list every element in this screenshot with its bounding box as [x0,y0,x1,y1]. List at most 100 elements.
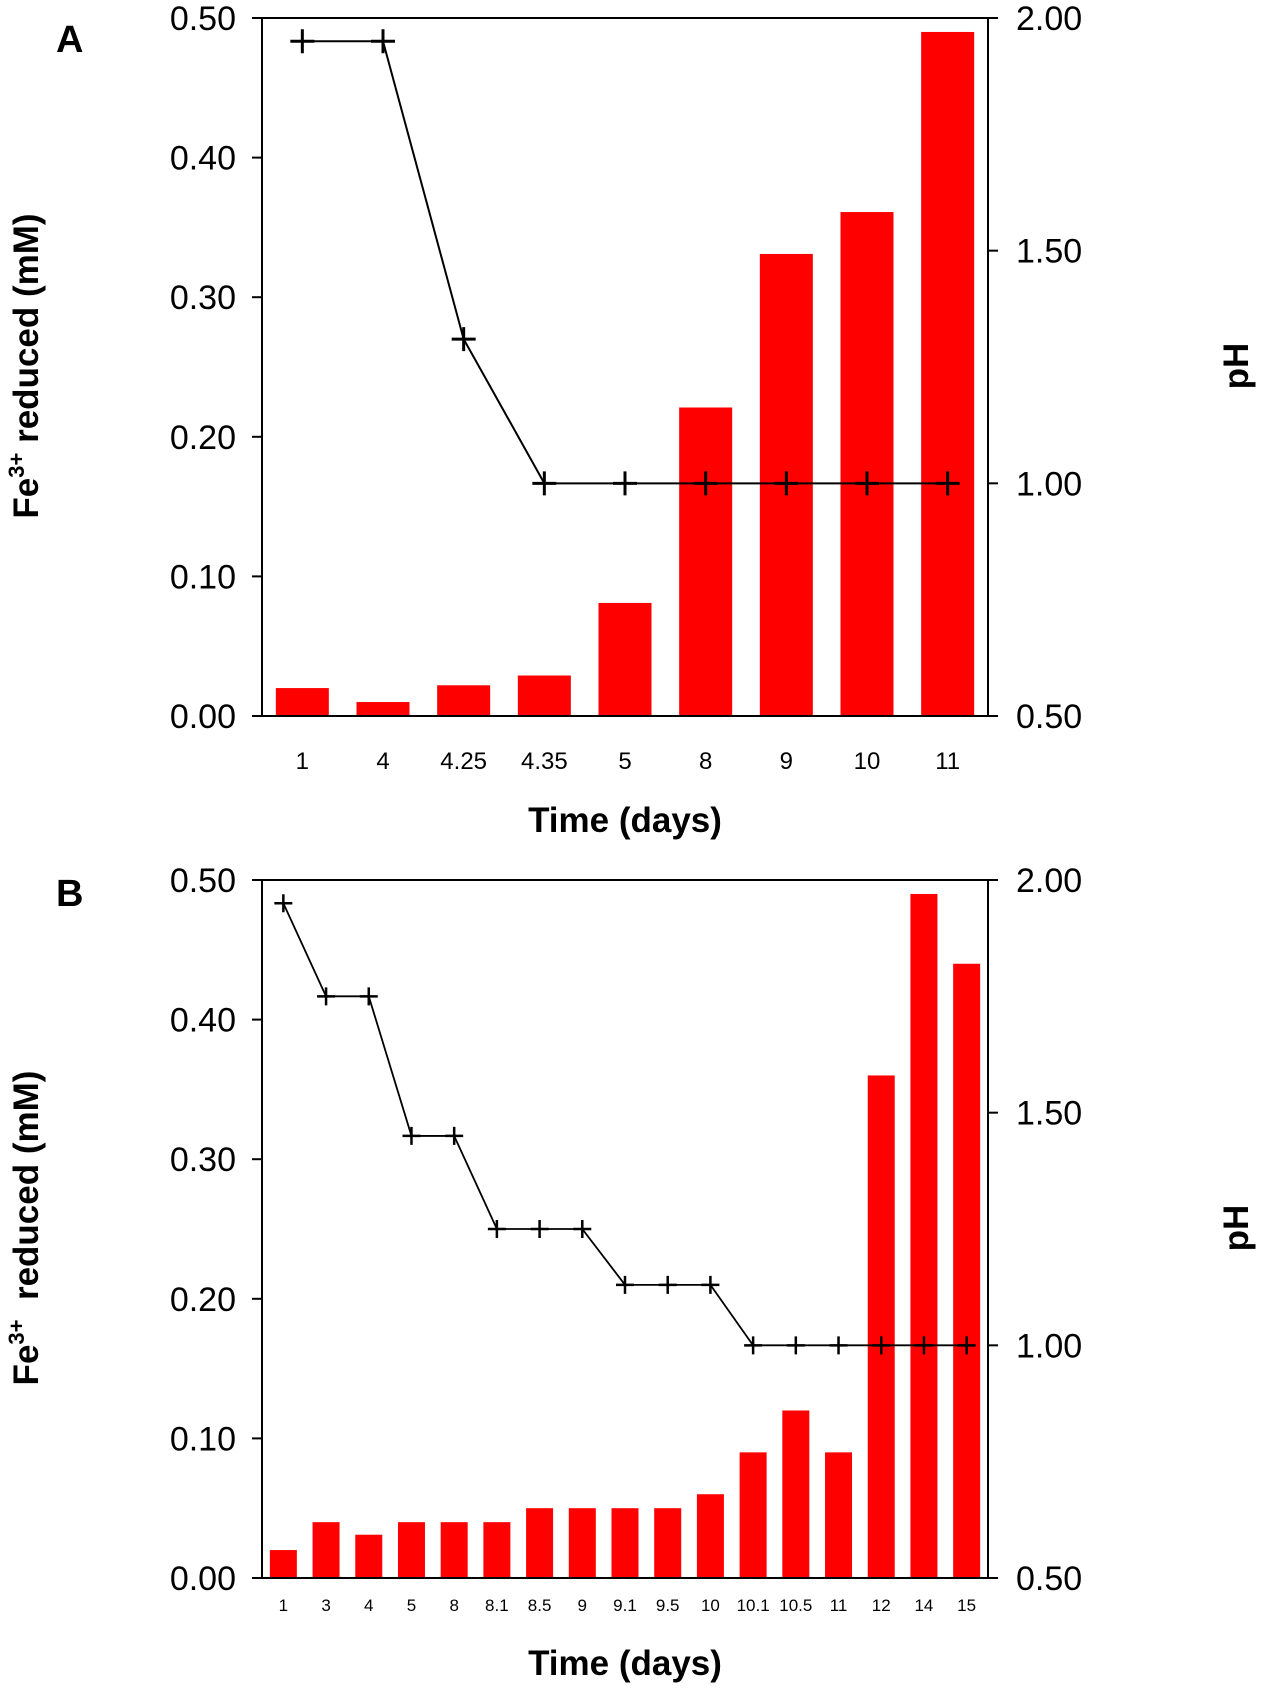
bar [517,675,571,716]
panel-label: A [56,19,83,61]
x-tick-label: 9 [578,1596,587,1615]
ph-point-marker [451,327,476,352]
y-axis-title: Fe3+ reduced (mM) [4,213,46,518]
bar [953,963,981,1578]
x-tick-label: 4 [364,1596,373,1615]
x-tick-label: 10 [854,748,881,775]
bar [568,1508,596,1578]
ph-point-marker [532,471,557,496]
y-tick-label: 0.50 [170,862,236,900]
y-axis-title-superscript: 3+ [4,453,29,478]
bar [840,212,894,716]
ph-point-marker [317,987,336,1006]
y-axis-title-rest: reduced (mM) [7,1071,46,1320]
ph-point-marker [693,471,718,496]
ph-point-marker [701,1275,720,1294]
y-tick-label: 0.00 [170,1560,236,1598]
y-tick-label: 0.20 [170,419,236,457]
x-tick-label: 12 [872,1596,891,1615]
x-tick-label: 11 [935,748,960,775]
y-tick-label: 0.20 [170,1281,236,1319]
ph-point-marker [573,1220,592,1238]
y-tick-label: 0.10 [170,558,236,596]
bar [679,407,733,716]
x-tick-label: 14 [914,1596,933,1615]
bar [825,1452,853,1578]
x-tick-label: 1 [279,1596,288,1615]
ph-point-marker [957,1336,976,1355]
y2-tick-label: 0.50 [1016,1560,1082,1598]
bar [696,1494,724,1578]
y2-axis-title: pH [1217,1205,1256,1252]
bar [440,1522,468,1578]
ph-point-marker [744,1336,763,1355]
ph-point-marker [658,1275,677,1294]
y2-tick-label: 1.50 [1016,1095,1082,1133]
y2-tick-label: 2.00 [1016,862,1082,900]
x-tick-label: 9.1 [613,1596,637,1615]
ph-point-marker [371,29,395,54]
bar [867,1075,895,1578]
y2-tick-label: 1.00 [1016,465,1082,503]
ph-point-marker [855,471,879,496]
bar [654,1508,682,1578]
y-axis-title-superscript: 3+ [4,1319,29,1344]
ph-point-marker [402,1126,421,1145]
x-tick-label: 11 [830,1596,848,1615]
x-tick-label: 15 [957,1596,976,1615]
y-axis-title: Fe3+ reduced (mM) [4,1071,46,1386]
bar [782,1410,810,1578]
bar [921,31,975,716]
ph-point-marker [774,471,799,496]
ph-point-marker [445,1126,464,1145]
x-tick-label: 4 [376,748,389,775]
y-tick-label: 0.30 [170,1141,236,1179]
chart-panel-a: 0.00 0.10 0.20 0.30 0.40 0.50 0.50 1.00 1.50 2.00… [4,0,1256,840]
plot-frame [261,879,989,1579]
x-tick-label: 8.5 [528,1596,552,1615]
x-tick-label: 1 [296,748,309,775]
bar [269,1550,297,1578]
ph-point-marker [935,471,960,496]
x-tick-label: 10.5 [779,1596,812,1615]
y-tick-label: 0.00 [170,698,236,736]
y2-tick-label: 1.50 [1016,233,1082,271]
y2-axis-title: pH [1217,343,1256,390]
y-axis-title-rest: reduced (mM) [7,213,46,452]
y-tick-label: 0.50 [170,0,236,38]
ph-point-marker [290,29,315,54]
ph-point-marker [274,894,293,913]
x-tick-label: 5 [407,1596,416,1615]
bar [611,1508,639,1578]
chart-panel-b: 0.00 0.10 0.20 0.30 0.40 0.50 0.50 1.00 1.50 2.00… [4,862,1256,1683]
bar [526,1508,554,1578]
ph-point-marker [487,1220,506,1238]
bar [739,1452,767,1578]
ph-point-marker [872,1336,891,1355]
ph-point-marker [786,1336,805,1355]
bar [275,688,329,716]
y-tick-label: 0.40 [170,1002,236,1040]
ph-point-marker [616,1275,634,1294]
bar [355,1534,383,1578]
bar [483,1522,511,1578]
x-tick-label: 9.5 [656,1596,680,1615]
ph-point-marker [613,471,637,496]
bar [910,893,938,1578]
ph-point-marker [829,1336,848,1355]
x-tick-label: 4.25 [440,748,487,775]
bar [356,702,410,716]
x-tick-label: 9 [780,748,793,775]
y-tick-label: 0.10 [170,1420,236,1458]
bar [437,685,491,716]
y-tick-label: 0.30 [170,279,236,317]
y2-tick-label: 0.50 [1016,698,1082,736]
bar [312,1522,340,1578]
y-axis-title-main: Fe [7,478,46,519]
x-tick-label: 10.1 [737,1596,770,1615]
y2-tick-label: 2.00 [1016,0,1082,38]
y-tick-label: 0.40 [170,140,236,178]
bar [598,602,652,716]
x-axis-title: Time (days) [528,801,722,840]
x-tick-label: 8 [699,748,712,775]
